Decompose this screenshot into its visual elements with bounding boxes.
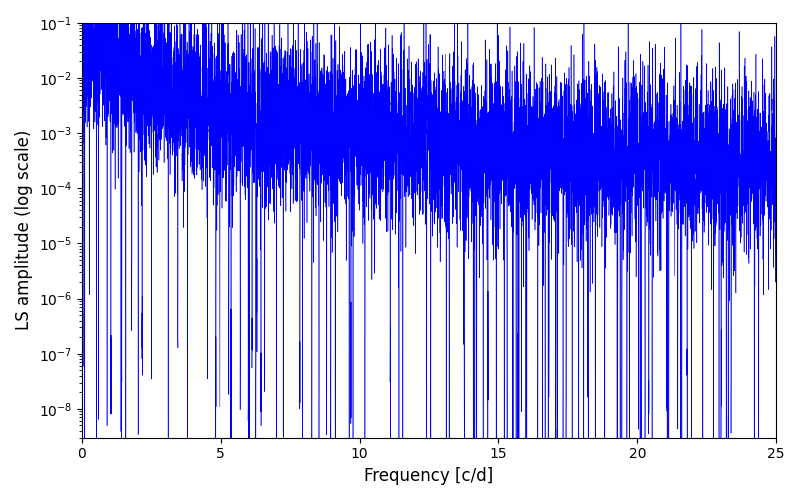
Y-axis label: LS amplitude (log scale): LS amplitude (log scale) bbox=[15, 130, 33, 330]
X-axis label: Frequency [c/d]: Frequency [c/d] bbox=[364, 467, 494, 485]
